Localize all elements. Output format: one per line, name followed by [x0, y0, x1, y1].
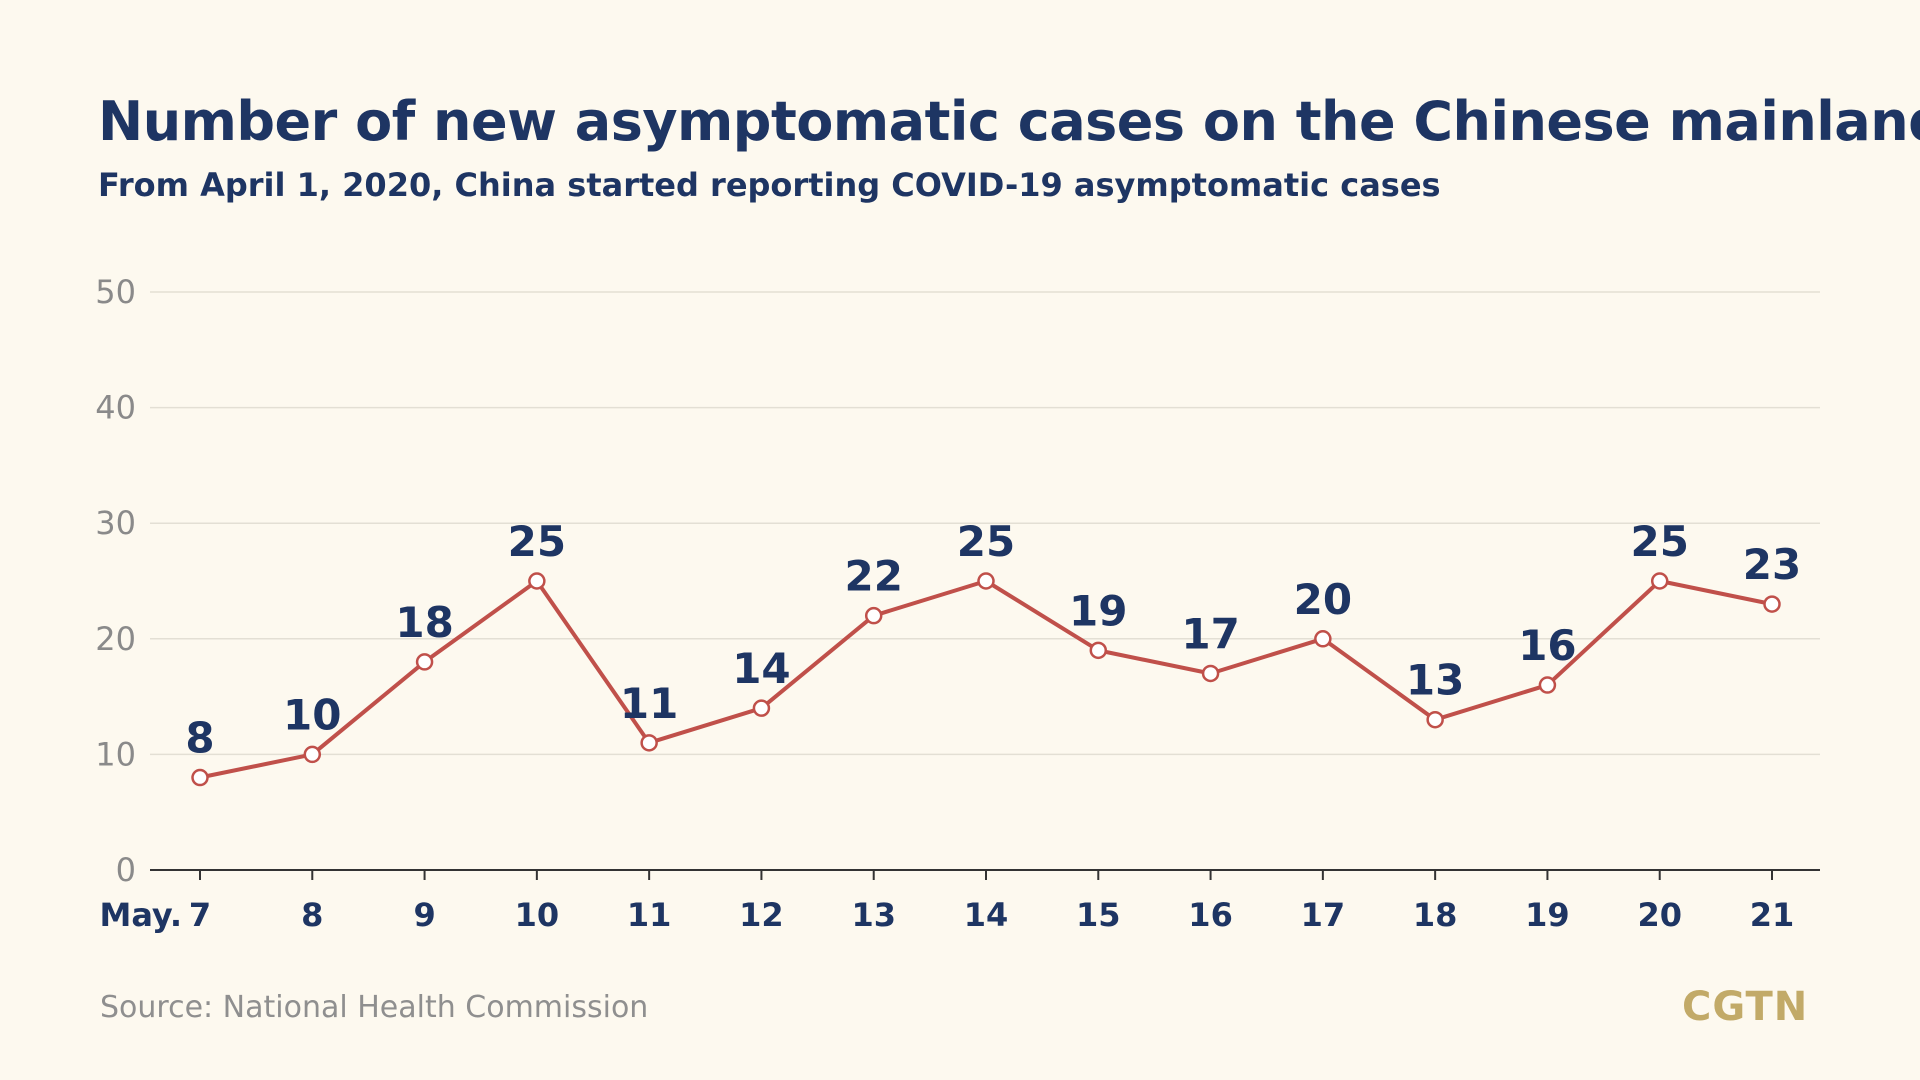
data-label-20: 25	[1630, 517, 1688, 566]
chart-subtitle: From April 1, 2020, China started report…	[98, 166, 1441, 204]
x-tick-label-16: 16	[1188, 896, 1233, 934]
x-tick-label-15: 15	[1076, 896, 1121, 934]
data-point-16	[1201, 664, 1220, 683]
data-labels: 8 10 18 25 11 14 22 25 19 17 20 13 16 25 23	[185, 517, 1801, 763]
x-tick-label-8: 8	[301, 896, 323, 934]
data-point-20	[1650, 572, 1669, 590]
y-tick-label-50: 50	[95, 273, 136, 311]
data-label-21: 23	[1743, 540, 1801, 589]
x-tick-label-13: 13	[851, 896, 896, 934]
data-point-10	[528, 572, 546, 590]
data-point-19	[1538, 676, 1557, 694]
data-label-14: 25	[957, 517, 1015, 566]
gridlines	[150, 291, 1820, 756]
source-note: Source: National Health Commission	[100, 990, 649, 1025]
y-tick-label-20: 20	[95, 620, 136, 658]
data-label-18: 13	[1406, 656, 1464, 705]
cgtn-logo: CGTN	[1682, 984, 1809, 1030]
x-tick-label-18: 18	[1413, 896, 1458, 934]
data-label-11: 11	[620, 679, 678, 728]
x-tick-label-20: 20	[1637, 896, 1682, 934]
data-label-8: 10	[283, 690, 341, 739]
x-axis-month-prefix: May.	[99, 896, 182, 934]
data-label-17: 20	[1294, 575, 1352, 624]
data-point-21	[1763, 595, 1781, 613]
data-point-9	[415, 653, 434, 671]
data-point-12	[752, 699, 771, 717]
data-point-13	[864, 606, 883, 625]
data-point-18	[1426, 710, 1444, 729]
data-point-8	[303, 745, 322, 764]
data-label-16: 17	[1181, 609, 1239, 658]
data-label-9: 18	[395, 598, 453, 647]
y-tick-label-10: 10	[95, 735, 136, 773]
x-tick-label-12: 12	[739, 896, 784, 934]
y-tick-label-30: 30	[95, 504, 136, 542]
data-label-12: 14	[732, 644, 790, 693]
chart-title: Number of new asymptomatic cases on the …	[98, 90, 1920, 153]
x-tick-label-17: 17	[1301, 896, 1346, 934]
data-point-7	[191, 768, 209, 787]
x-tick-label-19: 19	[1525, 896, 1570, 934]
data-label-13: 22	[844, 552, 902, 601]
x-tick-label-21: 21	[1750, 896, 1795, 934]
x-tick-label-14: 14	[964, 896, 1009, 934]
x-tick-label-7: 7	[189, 896, 211, 934]
x-tick-label-11: 11	[627, 896, 672, 934]
x-tick-label-9: 9	[413, 896, 435, 934]
data-point-11	[640, 734, 658, 752]
data-label-7: 8	[185, 714, 214, 763]
data-point-17	[1314, 630, 1332, 648]
data-points	[191, 572, 1781, 787]
y-tick-label-40: 40	[95, 389, 136, 427]
data-label-10: 25	[508, 517, 566, 566]
data-point-14	[977, 572, 995, 590]
data-label-19: 16	[1518, 621, 1576, 670]
y-tick-label-0: 0	[116, 851, 136, 889]
axes: 0 10 20 30 40 50 7 8 9 10 11 12 13 14 15 16 17 18 19 20 21 Ma…	[95, 273, 1820, 934]
x-tick-label-10: 10	[515, 896, 560, 934]
data-label-15: 19	[1069, 586, 1127, 635]
data-point-15	[1089, 641, 1108, 660]
